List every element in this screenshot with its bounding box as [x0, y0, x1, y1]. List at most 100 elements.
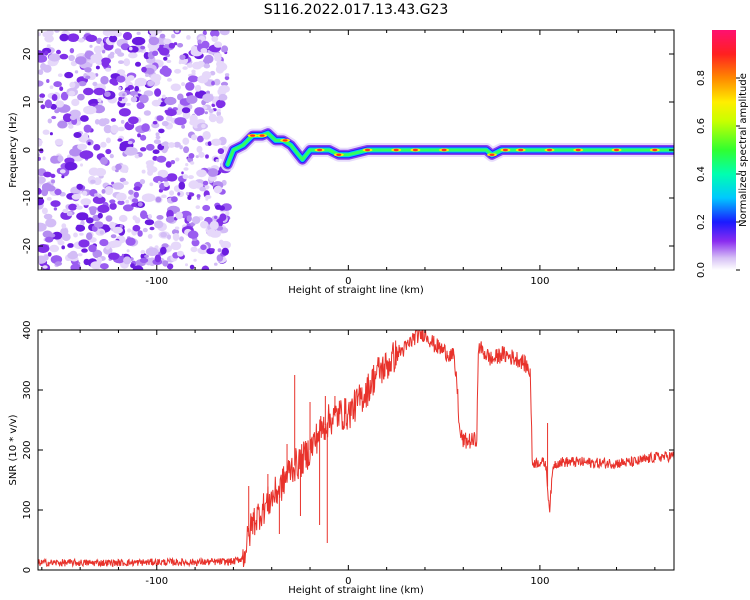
noise-blob — [80, 198, 92, 206]
noise-blob — [80, 115, 89, 122]
noise-blob — [107, 240, 119, 249]
noise-blob — [145, 73, 149, 77]
noise-blob — [116, 75, 126, 83]
ridge-hotspot-core — [502, 148, 508, 152]
noise-blob — [177, 192, 181, 196]
noise-blob — [217, 148, 225, 155]
noise-blob — [183, 146, 190, 154]
noise-blob — [53, 207, 58, 211]
noise-blob — [68, 54, 75, 62]
noise-blob — [82, 132, 89, 140]
noise-blob — [109, 199, 116, 204]
noise-blob — [70, 60, 77, 67]
noise-blob — [134, 85, 140, 92]
noise-blob — [69, 148, 82, 157]
noise-blob — [115, 163, 122, 170]
noise-blob — [185, 263, 188, 267]
noise-blob — [127, 196, 133, 200]
noise-blob — [181, 171, 184, 175]
noise-blob — [47, 252, 52, 257]
noise-blob — [209, 248, 215, 252]
noise-blob — [154, 254, 162, 263]
noise-blob — [68, 90, 76, 97]
noise-blob — [213, 185, 223, 194]
noise-blob — [144, 254, 149, 258]
noise-blob — [200, 244, 207, 251]
noise-blob — [202, 131, 211, 140]
noise-blob — [104, 186, 114, 196]
noise-blob — [38, 244, 50, 253]
y-tick-label: -20 — [22, 238, 33, 254]
noise-blob — [194, 107, 205, 116]
noise-blob — [88, 72, 96, 80]
noise-blob — [54, 138, 64, 146]
noise-blob — [224, 73, 230, 77]
noise-blob — [187, 195, 192, 200]
noise-blob — [123, 146, 138, 156]
noise-blob — [54, 188, 62, 196]
noise-blob — [134, 153, 140, 159]
noise-blob — [125, 199, 130, 204]
noise-blob — [84, 67, 92, 73]
noise-blob — [135, 61, 141, 67]
noise-blob — [191, 134, 198, 141]
noise-blob — [208, 113, 217, 123]
noise-blob — [186, 95, 198, 104]
noise-blob — [104, 91, 111, 97]
noise-blob — [134, 217, 141, 224]
frequency-ridge — [220, 126, 674, 172]
noise-blob — [213, 52, 222, 59]
noise-blob — [79, 150, 94, 160]
noise-blob — [177, 43, 184, 48]
noise-blob — [49, 85, 54, 89]
noise-blob — [125, 237, 136, 246]
noise-blob — [85, 34, 98, 43]
noise-blob — [149, 226, 155, 231]
noise-blob — [43, 171, 52, 178]
noise-blob — [51, 179, 55, 184]
noise-blob — [118, 60, 124, 64]
noise-blob — [38, 156, 41, 161]
ridge-hotspot-core — [412, 148, 418, 152]
noise-blob — [83, 87, 94, 96]
noise-blob — [150, 73, 162, 83]
noise-blob — [85, 75, 91, 80]
noise-blob — [204, 111, 208, 115]
noise-blob — [199, 186, 206, 192]
x-tick-label: -100 — [145, 576, 168, 587]
noise-blob — [144, 219, 155, 226]
noise-blob — [69, 81, 76, 88]
noise-blob — [165, 161, 172, 168]
noise-blob — [101, 57, 111, 65]
noise-blob — [108, 252, 120, 260]
noise-blob — [100, 141, 107, 148]
ridge-hotspot-core — [393, 148, 399, 152]
noise-blob — [49, 244, 60, 253]
noise-blob — [174, 226, 180, 230]
noise-blob — [61, 223, 67, 229]
noise-blob — [50, 200, 61, 208]
noise-blob — [38, 32, 41, 37]
noise-blob — [140, 134, 147, 141]
noise-blob — [137, 230, 143, 237]
noise-blob — [172, 233, 180, 241]
noise-blob — [38, 54, 48, 63]
y-tick-label: 200 — [22, 440, 33, 459]
noise-blob — [145, 247, 159, 257]
noise-blob — [164, 96, 177, 106]
noise-blob — [67, 33, 80, 42]
noise-blob — [118, 96, 123, 102]
noise-blob — [110, 124, 119, 134]
noise-blob — [147, 80, 155, 87]
noise-blob — [125, 102, 131, 106]
noise-blob — [61, 175, 65, 179]
noise-blob — [211, 81, 215, 86]
noise-blob — [186, 35, 191, 40]
noise-blob — [170, 83, 181, 92]
noise-blob — [77, 143, 88, 150]
noise-blob — [94, 221, 104, 228]
colorbar-tick-label: 0.6 — [696, 118, 707, 134]
noise-blob — [38, 139, 43, 145]
